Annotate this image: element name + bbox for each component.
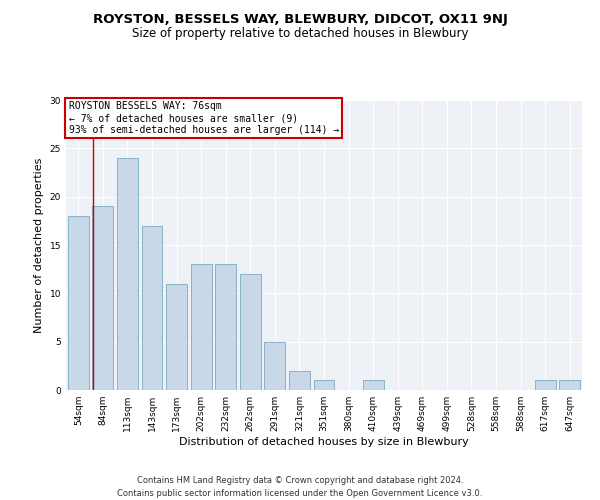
Bar (142, 226, 163, 390)
Bar (535, 380, 556, 390)
Bar (191, 264, 212, 390)
Bar (559, 380, 580, 390)
Bar (314, 380, 334, 390)
Bar (117, 158, 138, 390)
Bar (215, 264, 236, 390)
Bar (265, 342, 286, 390)
X-axis label: Distribution of detached houses by size in Blewbury: Distribution of detached houses by size … (179, 437, 469, 447)
Text: ROYSTON BESSELS WAY: 76sqm
← 7% of detached houses are smaller (9)
93% of semi-d: ROYSTON BESSELS WAY: 76sqm ← 7% of detac… (68, 102, 339, 134)
Text: Contains HM Land Registry data © Crown copyright and database right 2024.: Contains HM Land Registry data © Crown c… (137, 476, 463, 485)
Text: Size of property relative to detached houses in Blewbury: Size of property relative to detached ho… (132, 28, 468, 40)
Bar (68, 216, 89, 390)
Bar (362, 380, 383, 390)
Text: ROYSTON, BESSELS WAY, BLEWBURY, DIDCOT, OX11 9NJ: ROYSTON, BESSELS WAY, BLEWBURY, DIDCOT, … (92, 12, 508, 26)
Bar (289, 370, 310, 390)
Bar (92, 206, 113, 390)
Bar (240, 274, 261, 390)
Text: Contains public sector information licensed under the Open Government Licence v3: Contains public sector information licen… (118, 489, 482, 498)
Bar (166, 284, 187, 390)
Y-axis label: Number of detached properties: Number of detached properties (34, 158, 44, 332)
